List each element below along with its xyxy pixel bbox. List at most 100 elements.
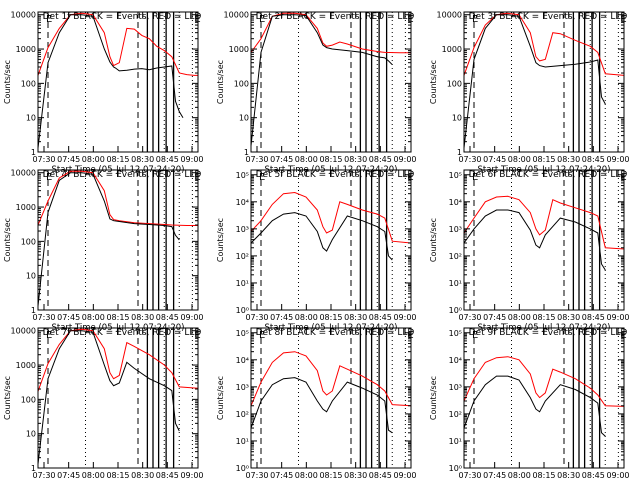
y-tick-label: 1 (31, 148, 36, 157)
x-tick-label: 07:30 (245, 471, 268, 480)
time-markers (47, 328, 193, 468)
x-tick-label: 08:30 (131, 471, 154, 480)
series-group (251, 351, 411, 434)
lld-series-line (251, 351, 411, 407)
x-tick-label: 07:30 (32, 313, 55, 322)
x-tick-label: 07:30 (32, 471, 55, 480)
y-tick-label: 100 (234, 79, 249, 88)
panel-title: Det 4f BLACK = Events, RED = LLD (43, 170, 202, 180)
y-tick-label: 10⁰ (236, 464, 249, 473)
x-tick-label: 07:45 (270, 471, 293, 480)
x-tick-label: 09:00 (606, 313, 629, 322)
x-tick-label: 07:30 (245, 155, 268, 164)
x-tick-label: 08:45 (582, 155, 605, 164)
y-axis-label: Counts/sec (3, 60, 12, 104)
e-marker-label: E (472, 330, 478, 341)
x-tick-label: 08:15 (319, 155, 342, 164)
y-tick-label: 10⁰ (236, 306, 249, 315)
x-tick-label: 07:30 (32, 155, 55, 164)
x-tick-label: 08:00 (508, 313, 531, 322)
y-tick-label: 10¹ (236, 437, 249, 446)
y-tick-label: 10000 (11, 11, 36, 20)
series-group (464, 195, 624, 271)
x-tick-label: 07:30 (458, 313, 481, 322)
y-tick-label: 1000 (229, 45, 249, 54)
y-tick-label: 10 (452, 114, 462, 123)
x-tick-label: 08:00 (82, 313, 105, 322)
x-tick-label: 07:30 (245, 313, 268, 322)
e-marker-label: E (472, 172, 478, 183)
e-marker-label: E (46, 330, 52, 341)
x-tick-label: 07:45 (57, 471, 80, 480)
y-axis-label: Counts/sec (3, 218, 12, 262)
lld-series-line (38, 328, 198, 392)
y-axis-label: Counts/sec (216, 60, 225, 104)
x-tick-label: 08:45 (582, 471, 605, 480)
y-tick-label: 10 (26, 272, 36, 281)
y-tick-label: 100 (21, 79, 36, 88)
e-marker-label: E (46, 172, 52, 183)
y-tick-label: 10000 (11, 169, 36, 178)
events-series-line (251, 377, 393, 434)
x-tick-label: 08:30 (344, 471, 367, 480)
x-tick-label: 09:00 (180, 313, 203, 322)
y-tick-label: 10⁵ (236, 171, 249, 180)
y-tick-label: 10⁰ (449, 464, 462, 473)
x-tick-label: 08:15 (106, 471, 129, 480)
x-tick-label: 08:00 (82, 155, 105, 164)
x-tick-label: 07:30 (458, 155, 481, 164)
y-tick-label: 1000 (16, 45, 36, 54)
series-group (464, 356, 624, 437)
x-tick-label: 08:15 (106, 155, 129, 164)
y-tick-label: 10¹ (236, 279, 249, 288)
panel-title: Det 1f BLACK = Events, RED = LLD (43, 12, 202, 22)
y-axis-label: Counts/sec (429, 376, 438, 420)
e-marker-label: E (259, 172, 265, 183)
panel-title: Det 5f BLACK = Events, RED = LLD (256, 170, 415, 180)
lld-series-line (464, 12, 624, 76)
series-group (38, 12, 198, 149)
events-series-line (38, 172, 180, 307)
x-tick-label: 09:00 (393, 471, 416, 480)
y-tick-label: 10000 (224, 11, 249, 20)
x-tick-label: 08:30 (131, 155, 154, 164)
events-series-line (464, 375, 606, 437)
y-axis-label: Counts/sec (216, 376, 225, 420)
events-series-line (251, 14, 393, 147)
lld-series-line (251, 12, 411, 54)
e-marker-label: E (259, 330, 265, 341)
x-tick-label: 07:45 (483, 155, 506, 164)
y-axis-label: Counts/sec (3, 376, 12, 420)
x-tick-label: 09:00 (180, 155, 203, 164)
panel-title: Det 8f BLACK = Events, RED = LLD (256, 328, 415, 338)
y-tick-label: 10000 (11, 327, 36, 336)
y-tick-label: 10⁵ (236, 329, 249, 338)
time-markers (473, 170, 619, 310)
y-axis-label: Counts/sec (429, 218, 438, 262)
y-tick-label: 100 (21, 395, 36, 404)
time-markers (260, 12, 406, 152)
y-tick-label: 10⁵ (449, 329, 462, 338)
y-tick-label: 1 (457, 148, 462, 157)
y-tick-label: 10⁵ (449, 171, 462, 180)
x-tick-label: 08:45 (369, 313, 392, 322)
y-tick-label: 10⁴ (449, 198, 462, 207)
x-tick-label: 07:30 (458, 471, 481, 480)
series-group (251, 191, 411, 261)
y-tick-label: 10000 (437, 11, 462, 20)
series-group (464, 12, 624, 149)
x-tick-label: 09:00 (393, 155, 416, 164)
panel-title: Det 6f BLACK = Events, RED = LLD (469, 170, 628, 180)
e-marker-label: E (46, 14, 52, 25)
y-tick-label: 1000 (16, 361, 36, 370)
x-tick-label: 08:15 (319, 313, 342, 322)
x-tick-label: 08:00 (82, 471, 105, 480)
y-tick-label: 10² (449, 410, 462, 419)
y-tick-label: 10³ (449, 383, 462, 392)
